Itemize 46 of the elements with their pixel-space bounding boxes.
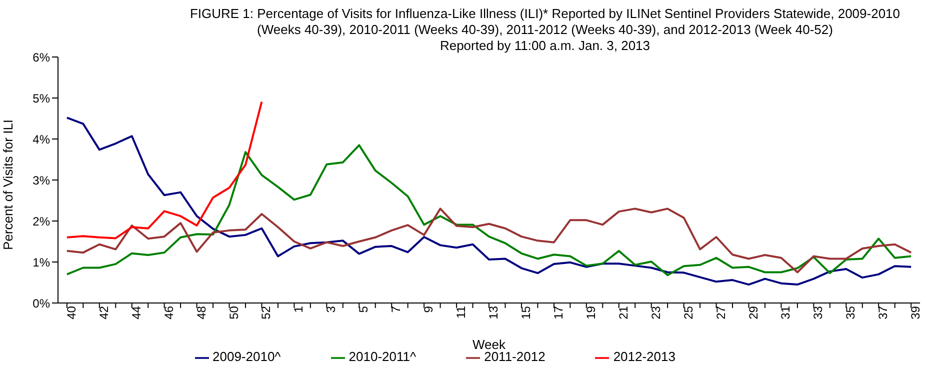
x-tick-label: 5 bbox=[356, 306, 371, 313]
legend-label: 2009-2010^ bbox=[212, 349, 281, 364]
x-tick-label: 1 bbox=[292, 306, 306, 313]
x-tick-label: 40 bbox=[64, 306, 78, 320]
y-tick-label: 4% bbox=[32, 132, 50, 146]
y-tick-label: 2% bbox=[32, 214, 50, 228]
x-tick-label: 25 bbox=[681, 306, 696, 320]
x-tick-label: 23 bbox=[648, 306, 663, 320]
x-tick-label: 15 bbox=[518, 306, 533, 320]
x-tick-label: 9 bbox=[422, 306, 436, 313]
x-axis-title: Week bbox=[472, 337, 506, 352]
x-tick-label: 29 bbox=[746, 306, 760, 320]
x-tick-label: 17 bbox=[551, 306, 566, 320]
x-tick-label: 33 bbox=[811, 306, 826, 320]
legend-label: 2011-2012 bbox=[484, 349, 546, 364]
line-series bbox=[66, 116, 912, 286]
x-tick-label: 19 bbox=[584, 306, 598, 320]
x-tick-label: 42 bbox=[96, 306, 111, 320]
y-tick-label: 6% bbox=[32, 50, 50, 64]
y-tick-label: 0% bbox=[32, 296, 50, 310]
x-tick-label: 13 bbox=[486, 306, 501, 320]
y-axis-title: Percent of Visits for ILI bbox=[0, 119, 16, 250]
chart-title: FIGURE 1: Percentage of Visits for Influenza-Like Illness (ILI)* Reported by ILINet Sentinel Providers Statewide, 2009-2010 (Weeks 40-39), 2010-2011 (Weeks 40-39), 2011-2012 (Weeks 40-39), and 2012-2013 (Week 40-52) bbox=[188, 6, 902, 38]
x-tick-label: 7 bbox=[389, 306, 404, 313]
line-series bbox=[66, 100, 263, 240]
x-tick-label: 11 bbox=[454, 306, 468, 318]
y-tick-label: 1% bbox=[32, 255, 50, 270]
y-tick-label: 5% bbox=[32, 91, 50, 106]
x-tick-label: 52 bbox=[259, 306, 274, 320]
x-tick-label: 46 bbox=[162, 306, 176, 320]
legend-label: 2012-2013 bbox=[613, 349, 676, 364]
x-tick-label: 3 bbox=[324, 306, 338, 313]
x-tick-label: 27 bbox=[714, 306, 728, 320]
x-tick-label: 48 bbox=[194, 306, 208, 320]
x-tick-label: 35 bbox=[844, 306, 858, 320]
x-tick-label: 50 bbox=[226, 306, 241, 320]
chart-subtitle: Reported by 11:00 a.m. Jan. 3, 2013 bbox=[438, 38, 652, 54]
x-tick-label: 37 bbox=[876, 306, 890, 320]
y-tick-label: 3% bbox=[32, 173, 50, 188]
x-tick-label: 21 bbox=[616, 306, 630, 320]
x-tick-label: 44 bbox=[129, 306, 144, 320]
x-tick-label: 39 bbox=[908, 306, 923, 320]
line-series bbox=[66, 144, 912, 276]
line-series bbox=[66, 208, 912, 274]
x-tick-label: 31 bbox=[778, 306, 793, 320]
legend-label: 2010-2011^ bbox=[348, 349, 416, 364]
